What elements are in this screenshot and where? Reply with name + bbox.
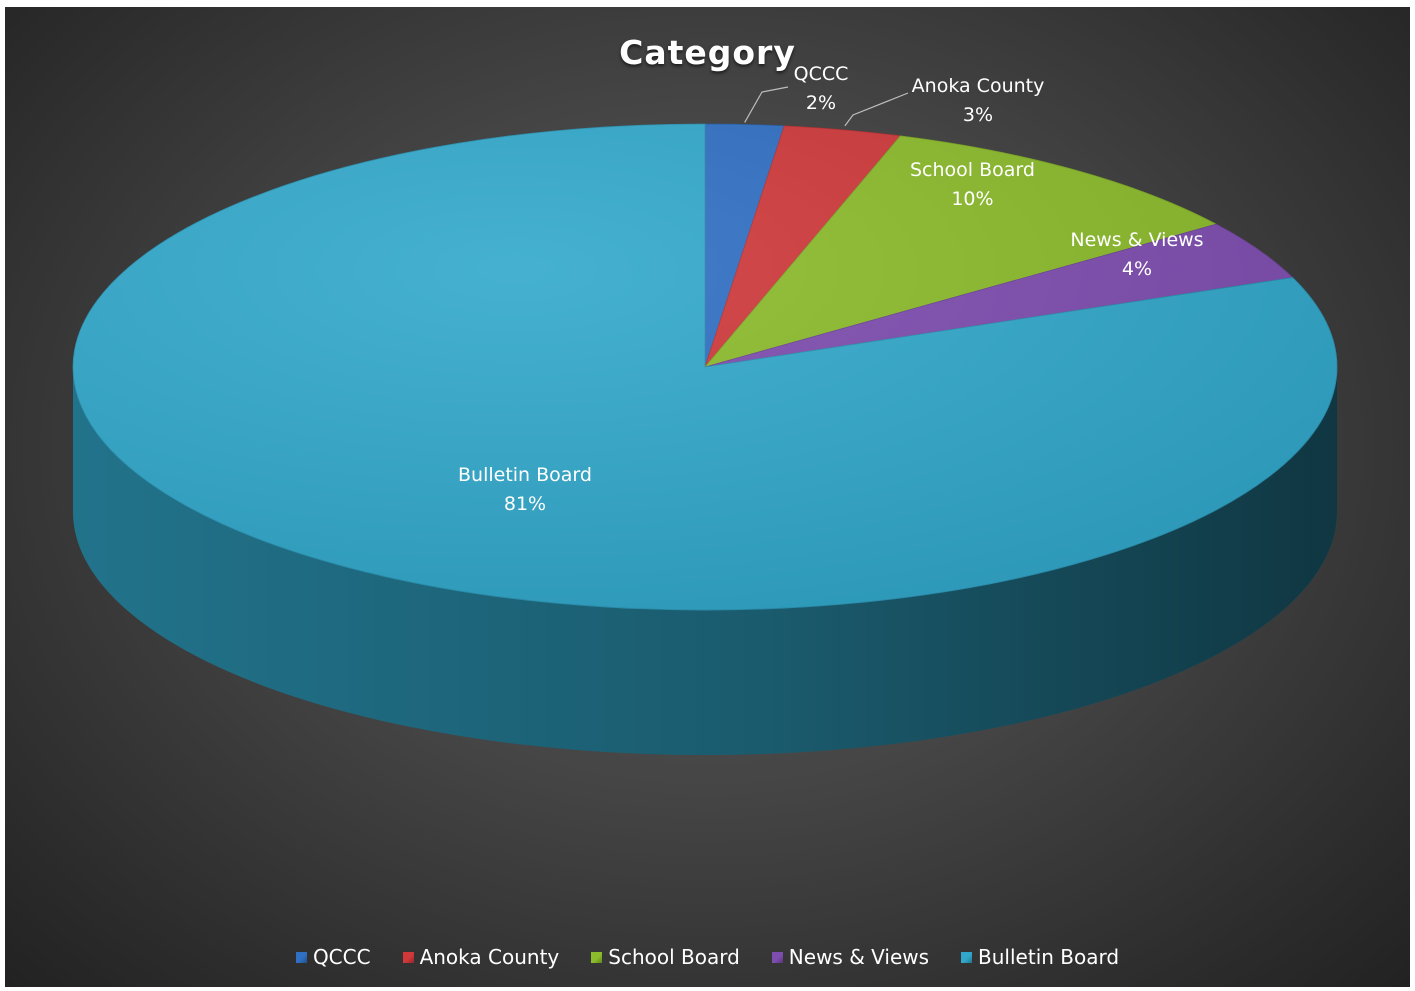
legend-swatch-qccc <box>295 951 307 963</box>
data-label-name-news-views: News & Views <box>1070 229 1203 251</box>
legend-item-news-views[interactable]: News & Views <box>771 945 930 969</box>
data-label-name-anoka-county: Anoka County <box>912 75 1045 97</box>
legend-label-anoka-county: Anoka County <box>419 945 560 969</box>
legend-item-qccc[interactable]: QCCC <box>295 945 371 969</box>
chart-area: QCCC 2% Anoka County 3% School Board 10% News … <box>5 7 1410 987</box>
pie-chart: QCCC 2% Anoka County 3% School Board 10% News … <box>72 63 1338 755</box>
legend-label-bulletin-board: Bulletin Board <box>978 945 1120 969</box>
legend-label-news-views: News & Views <box>788 945 930 969</box>
legend-item-bulletin-board[interactable]: Bulletin Board <box>961 945 1119 969</box>
legend-item-school-board[interactable]: School Board <box>591 945 740 969</box>
legend-swatch-news-views <box>771 951 783 963</box>
pie-top-shine <box>73 124 1337 610</box>
data-label-value-news-views: 4% <box>1122 258 1152 280</box>
data-label-value-bulletin-board: 81% <box>504 493 546 515</box>
leader-line-qccc <box>744 86 789 123</box>
data-label-name-bulletin-board: Bulletin Board <box>458 464 592 486</box>
pie-side-shading <box>73 367 1337 755</box>
legend-label-school-board: School Board <box>608 945 740 969</box>
legend-item-anoka-county[interactable]: Anoka County <box>402 945 560 969</box>
leader-line-anoka-county <box>844 92 909 127</box>
data-label-value-school-board: 10% <box>951 188 993 210</box>
legend-label-qccc: QCCC <box>312 945 371 969</box>
data-label-name-school-board: School Board <box>910 159 1035 181</box>
data-label-value-qccc: 2% <box>806 92 836 114</box>
legend-swatch-anoka-county <box>402 951 414 963</box>
legend-swatch-bulletin-board <box>961 951 973 963</box>
chart-title: Category <box>619 33 796 72</box>
legend: QCCC Anoka County School Board News & Views… <box>5 945 1410 969</box>
data-label-value-anoka-county: 3% <box>963 104 993 126</box>
data-label-name-qccc: QCCC <box>794 63 849 85</box>
legend-swatch-school-board <box>591 951 603 963</box>
